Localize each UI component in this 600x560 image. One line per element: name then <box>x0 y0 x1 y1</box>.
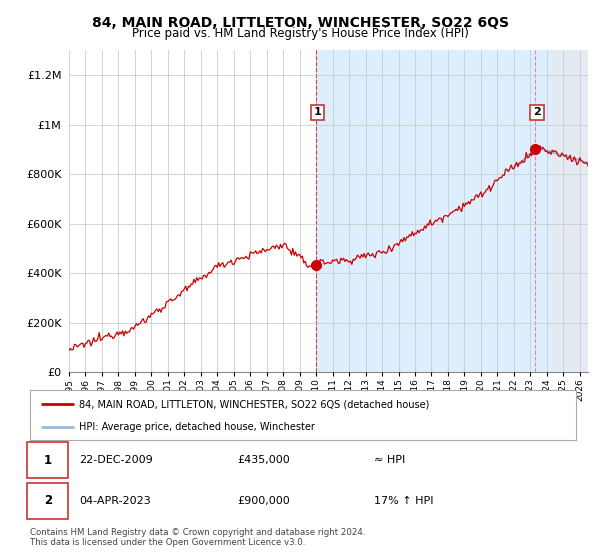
Text: 04-APR-2023: 04-APR-2023 <box>79 496 151 506</box>
Text: HPI: Average price, detached house, Winchester: HPI: Average price, detached house, Winc… <box>79 422 315 432</box>
Text: £900,000: £900,000 <box>238 496 290 506</box>
Text: £435,000: £435,000 <box>238 455 290 465</box>
FancyBboxPatch shape <box>27 483 68 519</box>
Text: Price paid vs. HM Land Registry's House Price Index (HPI): Price paid vs. HM Land Registry's House … <box>131 27 469 40</box>
Text: 2: 2 <box>44 494 52 507</box>
Text: 22-DEC-2009: 22-DEC-2009 <box>79 455 153 465</box>
Bar <box>552 50 588 372</box>
Bar <box>316 50 588 372</box>
FancyBboxPatch shape <box>27 442 68 478</box>
Text: ≈ HPI: ≈ HPI <box>374 455 405 465</box>
Text: 1: 1 <box>44 454 52 467</box>
Text: 84, MAIN ROAD, LITTLETON, WINCHESTER, SO22 6QS (detached house): 84, MAIN ROAD, LITTLETON, WINCHESTER, SO… <box>79 399 430 409</box>
Text: 84, MAIN ROAD, LITTLETON, WINCHESTER, SO22 6QS: 84, MAIN ROAD, LITTLETON, WINCHESTER, SO… <box>91 16 509 30</box>
Text: 1: 1 <box>313 108 321 118</box>
Text: 2: 2 <box>533 108 541 118</box>
Text: Contains HM Land Registry data © Crown copyright and database right 2024.
This d: Contains HM Land Registry data © Crown c… <box>30 528 365 547</box>
Text: 17% ↑ HPI: 17% ↑ HPI <box>374 496 433 506</box>
